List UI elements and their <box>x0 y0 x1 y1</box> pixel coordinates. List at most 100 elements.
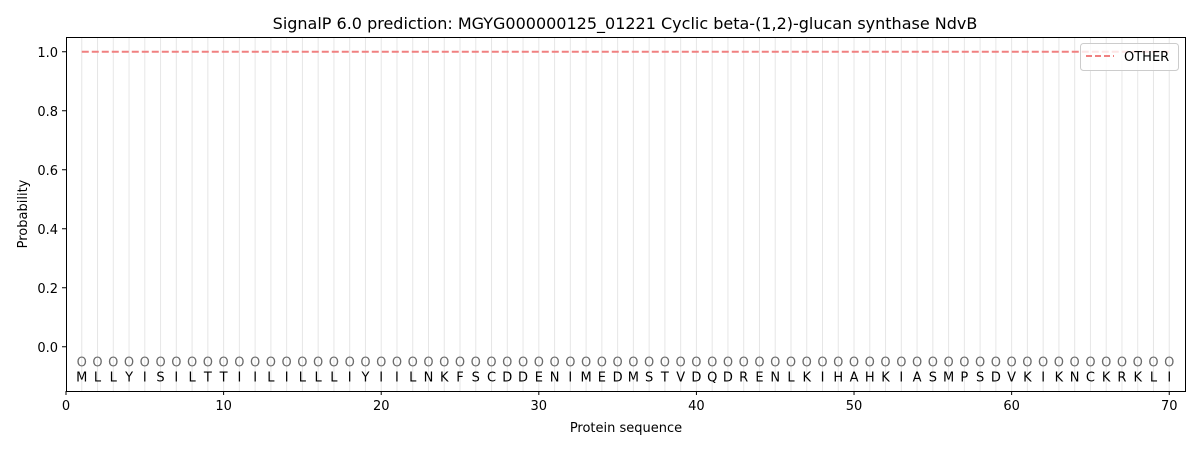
y-axis-ticks: 0.0 0.2 0.4 0.6 0.8 1.0 <box>37 46 66 356</box>
y-tick-label: 0.6 <box>37 164 58 179</box>
region-label: O <box>92 356 102 371</box>
region-label: O <box>865 356 875 371</box>
residue-label: T <box>660 370 669 385</box>
residue-label: R <box>1117 370 1126 385</box>
region-label: O <box>817 356 827 371</box>
region-label: O <box>880 356 890 371</box>
residue-label: T <box>203 370 212 385</box>
x-tick-label: 60 <box>1003 399 1020 414</box>
x-tick-label: 50 <box>846 399 863 414</box>
region-label: O <box>959 356 969 371</box>
residue-label: D <box>723 370 733 385</box>
region-label: O <box>187 356 197 371</box>
region-label: O <box>155 356 165 371</box>
residue-label: I <box>1167 370 1171 385</box>
residue-label: I <box>143 370 147 385</box>
residue-label: M <box>580 370 591 385</box>
residue-label: I <box>237 370 241 385</box>
region-label: O <box>754 356 764 371</box>
region-label: O <box>486 356 496 371</box>
region-label: O <box>676 356 686 371</box>
region-label: O <box>628 356 638 371</box>
x-tick-label: 10 <box>215 399 232 414</box>
region-label: O <box>1133 356 1143 371</box>
residue-label: K <box>440 370 449 385</box>
region-label: O <box>203 356 213 371</box>
region-label: O <box>471 356 481 371</box>
region-label: O <box>1070 356 1080 371</box>
residue-label: S <box>156 370 164 385</box>
region-label: O <box>423 356 433 371</box>
residue-label: N <box>424 370 434 385</box>
x-tick-label: 20 <box>373 399 390 414</box>
residue-label: L <box>94 370 102 385</box>
residue-label: I <box>174 370 178 385</box>
region-label: O <box>360 356 370 371</box>
region-label: O <box>124 356 134 371</box>
x-axis-ticks: 0 10 20 30 40 50 60 70 <box>62 391 1178 414</box>
region-label: O <box>297 356 307 371</box>
residue-label: D <box>502 370 512 385</box>
y-axis-label: Probability <box>16 179 31 248</box>
residue-label: C <box>487 370 496 385</box>
residue-label: K <box>881 370 890 385</box>
y-tick-label: 0.2 <box>37 282 58 297</box>
residue-label: K <box>1023 370 1032 385</box>
region-label: O <box>455 356 465 371</box>
y-tick-label: 0.0 <box>37 341 58 356</box>
region-label: O <box>439 356 449 371</box>
residue-label: L <box>299 370 307 385</box>
region-label: O <box>282 356 292 371</box>
plot-frame <box>66 37 1186 392</box>
region-label: O <box>1007 356 1017 371</box>
residue-label: L <box>267 370 275 385</box>
region-label: O <box>376 356 386 371</box>
region-label: O <box>234 356 244 371</box>
region-label: O <box>1022 356 1032 371</box>
region-label: O <box>534 356 544 371</box>
residue-label: N <box>770 370 780 385</box>
region-label: O <box>723 356 733 371</box>
region-label: O <box>171 356 181 371</box>
region-label: O <box>770 356 780 371</box>
residue-label: D <box>518 370 528 385</box>
residue-label: I <box>899 370 903 385</box>
residue-label: M <box>76 370 87 385</box>
region-label: O <box>77 356 87 371</box>
residue-label: K <box>802 370 811 385</box>
residue-label: D <box>613 370 623 385</box>
region-label: O <box>502 356 512 371</box>
residue-label: I <box>395 370 399 385</box>
y-tick-label: 0.4 <box>37 223 58 238</box>
region-label: O <box>408 356 418 371</box>
x-tick-label: 40 <box>688 399 705 414</box>
legend: OTHER <box>1080 43 1179 71</box>
residue-label: F <box>456 370 463 385</box>
region-label: O <box>691 356 701 371</box>
region-label: O <box>1164 356 1174 371</box>
region-label: O <box>108 356 118 371</box>
region-label: O <box>707 356 717 371</box>
residue-label: L <box>330 370 338 385</box>
residue-label: K <box>1133 370 1142 385</box>
residue-label: L <box>787 370 795 385</box>
y-tick-label: 1.0 <box>37 46 58 61</box>
residue-label: S <box>645 370 653 385</box>
region-label: O <box>1085 356 1095 371</box>
region-label: O <box>786 356 796 371</box>
residue-label: S <box>929 370 937 385</box>
region-label: O <box>140 356 150 371</box>
residue-label: H <box>833 370 843 385</box>
residue-label: A <box>913 370 922 385</box>
region-label: O <box>644 356 654 371</box>
region-label: O <box>833 356 843 371</box>
residue-label: V <box>676 370 685 385</box>
residue-label: M <box>628 370 639 385</box>
region-label: O <box>1038 356 1048 371</box>
region-label: O <box>739 356 749 371</box>
region-label: O <box>581 356 591 371</box>
residue-label: P <box>960 370 968 385</box>
residue-label: R <box>739 370 748 385</box>
residue-label: V <box>1007 370 1016 385</box>
region-label: O <box>928 356 938 371</box>
